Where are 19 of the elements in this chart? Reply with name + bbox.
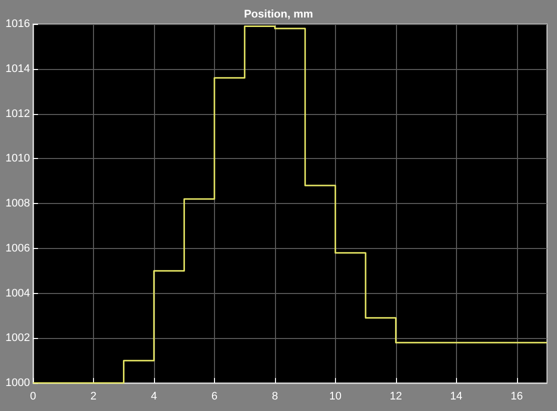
y-tick-label: 1000 <box>6 377 30 389</box>
y-tick-label: 1006 <box>6 242 30 254</box>
x-tick-label: 2 <box>90 390 97 402</box>
y-tick-label: 1008 <box>6 198 30 210</box>
y-tick-label: 1002 <box>6 332 30 344</box>
chart-title: Position, mm <box>244 8 314 20</box>
x-tick-label: 8 <box>272 390 278 402</box>
y-tick-label: 1012 <box>6 108 30 120</box>
x-tick-label: 4 <box>150 390 158 402</box>
y-tick-label: 1010 <box>6 152 30 165</box>
x-tick-label: 12 <box>390 390 402 402</box>
y-tick-label: 1016 <box>6 18 30 30</box>
x-tick-label: 14 <box>450 390 462 402</box>
x-tick-label: 6 <box>211 390 218 402</box>
x-tick-label: 10 <box>329 390 342 402</box>
x-tick-label: 16 <box>510 390 523 402</box>
y-tick-label: 1014 <box>6 62 30 75</box>
y-tick-label: 1004 <box>6 287 30 300</box>
x-tick-label: 0 <box>30 390 36 402</box>
